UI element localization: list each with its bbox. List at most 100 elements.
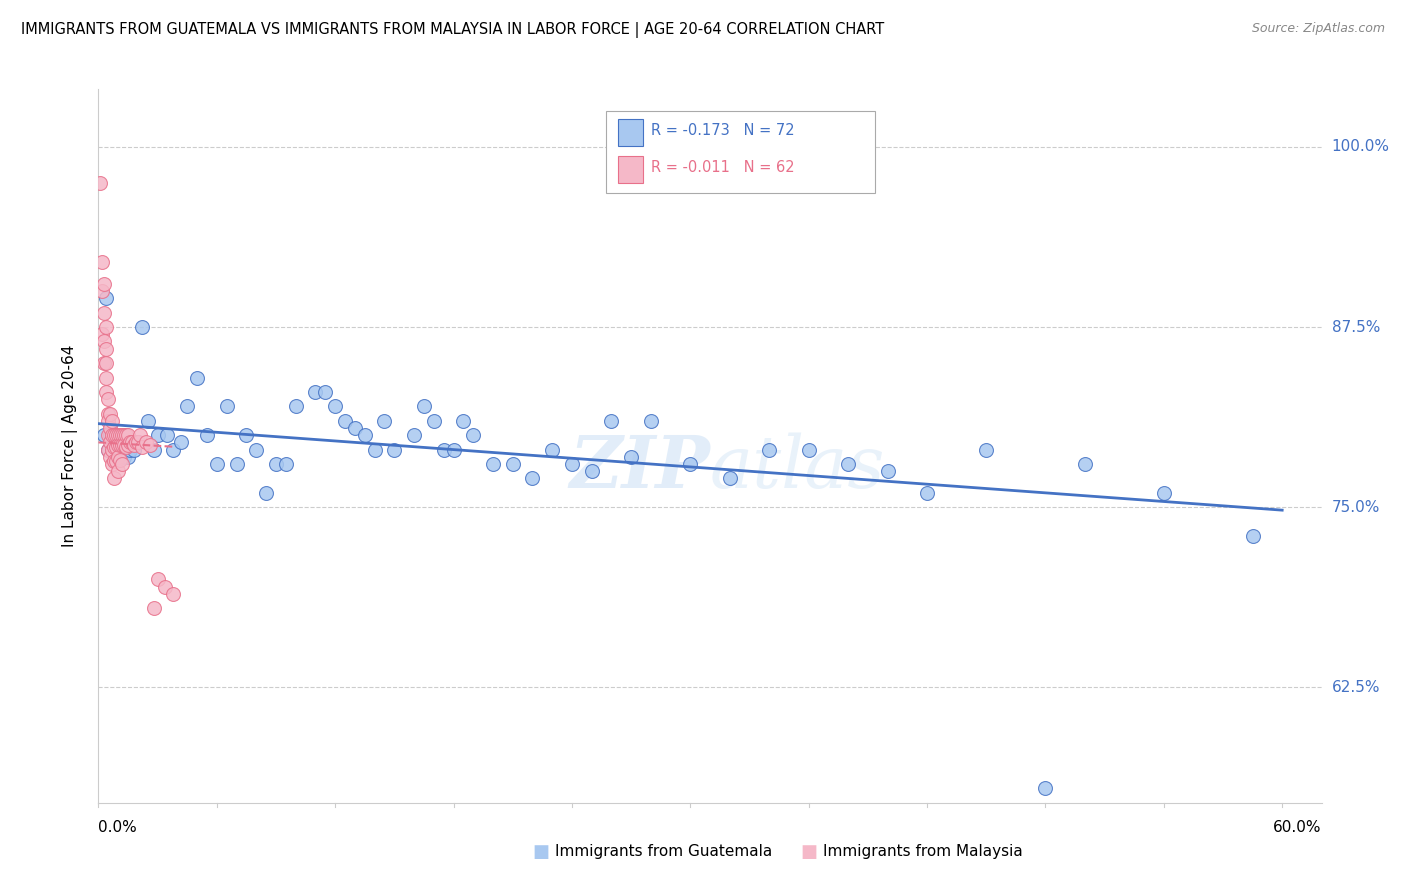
Point [112,428,135,442]
Point [91,327,114,342]
Point [97,428,120,442]
Point [128,428,150,442]
Point [93,334,115,349]
Point [363,442,385,457]
Text: 87.5%: 87.5% [1331,319,1379,334]
Y-axis label: In Labor Force | Age 20-64: In Labor Force | Age 20-64 [62,345,77,547]
Point [127,435,149,450]
Point [105,428,128,442]
Point [541,442,564,457]
Point [974,442,997,457]
Point [98,421,121,435]
Point [93,356,115,370]
Point [111,457,134,471]
Point [1074,457,1097,471]
Point [142,601,165,615]
Point [103,471,125,485]
Bar [619,156,643,183]
Point [718,471,741,485]
Point [264,457,287,471]
Point [107,464,129,478]
Point [245,442,267,457]
Point [382,442,405,457]
Text: 62.5%: 62.5% [1331,680,1381,695]
Point [131,320,153,334]
Point [97,442,120,457]
Text: 0.0%: 0.0% [98,820,138,835]
FancyBboxPatch shape [606,111,875,193]
Point [117,450,139,464]
Point [103,454,125,468]
Point [314,384,336,399]
Point [679,457,702,471]
Point [112,450,135,464]
Point [353,428,375,442]
Point [111,438,134,452]
Text: 75.0%: 75.0% [1331,500,1379,515]
Text: 100.0%: 100.0% [1331,139,1389,154]
Point [101,442,124,457]
Point [433,442,456,457]
Point [131,440,153,454]
Point [304,384,326,399]
Point [111,428,134,442]
Point [170,435,193,450]
Point [97,414,120,428]
Point [162,587,184,601]
Point [98,407,121,421]
Point [125,435,148,450]
Text: ■: ■ [533,843,550,861]
Point [1153,486,1175,500]
Point [98,428,121,442]
Point [413,400,436,414]
Point [118,442,141,457]
Text: Source: ZipAtlas.com: Source: ZipAtlas.com [1251,22,1385,36]
Point [97,392,120,406]
Point [96,370,118,384]
Point [453,414,475,428]
Point [254,486,277,500]
Point [155,580,177,594]
Point [101,428,124,442]
Point [91,255,114,269]
Point [93,428,115,442]
Point [274,457,297,471]
Text: ■: ■ [800,843,817,861]
Text: ZIP: ZIP [569,432,710,503]
Point [797,442,820,457]
Point [103,440,125,454]
Point [96,320,118,334]
Point [136,414,159,428]
Point [443,442,465,457]
Point [620,450,643,464]
Point [108,428,131,442]
Point [107,450,129,464]
Point [146,428,169,442]
Point [91,284,114,298]
Text: atlas: atlas [710,432,886,503]
Point [108,435,131,450]
Point [205,457,228,471]
Point [103,428,125,442]
Point [107,450,129,464]
Point [115,442,138,457]
Point [600,414,623,428]
Point [138,438,160,452]
Point [195,428,218,442]
Point [876,464,898,478]
Point [108,452,131,467]
Point [93,277,115,291]
Point [96,342,118,356]
Point [235,428,257,442]
Point [225,457,247,471]
Point [122,442,145,457]
Point [93,306,115,320]
Text: R = -0.011   N = 62: R = -0.011 N = 62 [651,160,794,175]
Point [105,454,128,468]
Point [502,457,524,471]
Point [122,438,145,452]
Point [482,457,505,471]
Point [1035,781,1057,796]
Point [404,428,426,442]
Point [146,572,169,586]
